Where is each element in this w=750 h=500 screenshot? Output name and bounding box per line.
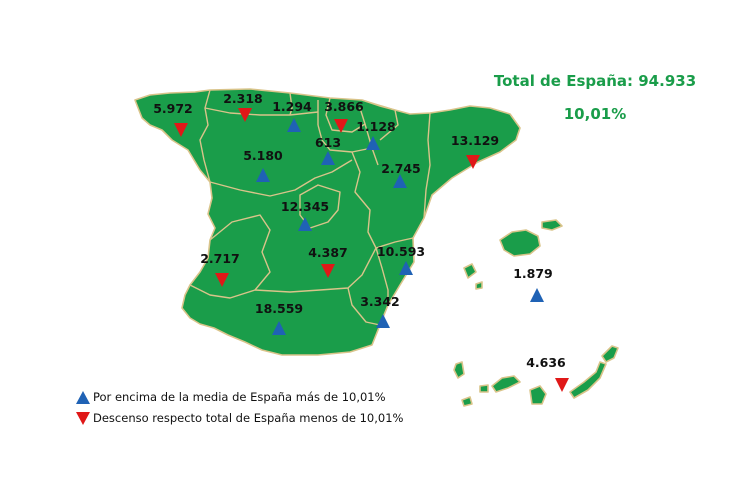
value-aragon: 2.745 [381, 161, 421, 176]
value-la-rioja: 613 [315, 135, 341, 150]
menorca [541, 219, 563, 231]
down-triangle-icon [76, 412, 90, 425]
value-madrid: 12.345 [281, 199, 329, 214]
lanzarote [601, 345, 619, 363]
border-cantabria [289, 92, 319, 125]
up-triangle-icon-andalucia [272, 321, 286, 335]
ibiza [463, 263, 477, 279]
legend-up-text: Por encima de la media de España más de … [93, 390, 386, 404]
border-valencia [375, 247, 389, 305]
up-triangle-icon-comunidad-valenciana [399, 261, 413, 275]
border-cyl-south [209, 159, 353, 197]
value-comunidad-valenciana: 10.593 [377, 244, 425, 259]
border-aragon-east [423, 112, 431, 219]
up-triangle-icon-navarra [366, 136, 380, 150]
value-cataluna: 13.129 [451, 133, 499, 148]
border-clm-south [254, 237, 414, 293]
down-triangle-icon-canarias [555, 378, 569, 392]
region-markers: 5.972 2.318 1.294 3.866 1.128 613 13.129 5.180 2… [153, 91, 569, 392]
up-triangle-icon-la-rioja [321, 151, 335, 165]
total-spain-label: Total de España: 94.933 [470, 72, 720, 90]
down-triangle-icon-castilla-la-mancha [321, 264, 335, 278]
legend-up: Por encima de la media de España más de … [76, 390, 386, 404]
fuerteventura [569, 361, 607, 399]
border-extremadura [189, 214, 271, 299]
border-murcia [347, 287, 381, 326]
value-extremadura: 2.717 [200, 251, 240, 266]
value-murcia: 3.342 [360, 294, 400, 309]
down-triangle-icon-extremadura [215, 273, 229, 287]
value-castilla-y-leon: 5.180 [243, 148, 283, 163]
up-triangle-icon-baleares [530, 288, 544, 302]
value-andalucia: 18.559 [255, 301, 303, 316]
border-la-rioja [317, 124, 373, 153]
down-triangle-icon-pais-vasco [334, 119, 348, 133]
total-text: Total de España: 94.933 [493, 72, 697, 90]
total-percent-label: 10,01% [470, 105, 720, 123]
la-palma [453, 361, 465, 379]
legend-down-text: Descenso respecto total de España menos … [93, 411, 404, 425]
legend-down: Descenso respecto total de España menos … [76, 411, 403, 425]
value-baleares: 1.879 [513, 266, 553, 281]
border-aragon-west [351, 151, 377, 249]
border-madrid [299, 184, 341, 229]
value-cantabria: 1.294 [272, 99, 312, 114]
tenerife [491, 375, 521, 393]
down-triangle-icon-cataluna [466, 155, 480, 169]
down-triangle-icon-galicia [174, 123, 188, 137]
up-triangle-icon [76, 391, 90, 404]
value-navarra: 1.128 [356, 119, 396, 134]
formentera [475, 281, 483, 290]
up-triangle-icon-madrid [298, 217, 312, 231]
up-triangle-icon-aragon [393, 174, 407, 188]
el-hierro [461, 396, 473, 407]
border-asturias-cyl [204, 107, 319, 116]
down-triangle-icon-asturias [238, 108, 252, 122]
value-castilla-la-mancha: 4.387 [308, 245, 348, 260]
percent-text: 10,01% [563, 105, 627, 123]
mallorca [499, 229, 541, 257]
value-galicia: 5.972 [153, 101, 193, 116]
border-galicia [199, 89, 211, 183]
value-pais-vasco: 3.866 [324, 99, 364, 114]
value-asturias: 2.318 [223, 91, 263, 106]
up-triangle-icon-murcia [376, 314, 390, 328]
up-triangle-icon-castilla-y-leon [256, 168, 270, 182]
up-triangle-icon-cantabria [287, 118, 301, 132]
value-canarias: 4.636 [526, 355, 566, 370]
la-gomera [479, 384, 489, 393]
gran-canaria [529, 385, 547, 405]
